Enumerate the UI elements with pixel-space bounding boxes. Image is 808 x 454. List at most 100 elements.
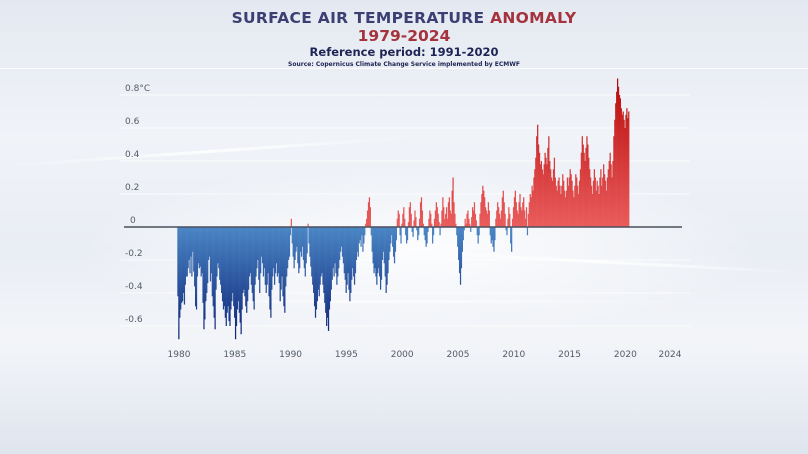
data-bar	[594, 177, 596, 227]
data-bar	[358, 227, 360, 244]
data-bar	[280, 227, 282, 290]
data-bar	[309, 227, 311, 257]
data-bar	[554, 177, 556, 227]
data-bar	[483, 190, 485, 227]
data-bar	[231, 227, 233, 302]
data-bar	[341, 227, 344, 257]
data-bar	[423, 227, 425, 236]
data-bar	[240, 227, 242, 335]
data-bar	[398, 213, 400, 227]
data-bar	[478, 227, 480, 236]
data-bar	[294, 227, 296, 260]
data-bar	[366, 218, 368, 227]
data-bar	[553, 157, 556, 227]
data-bar	[404, 218, 406, 227]
data-bar	[375, 227, 377, 277]
data-bar	[313, 227, 316, 307]
data-bar	[200, 227, 202, 277]
data-bar	[595, 190, 597, 227]
data-bar	[558, 177, 560, 227]
data-bar	[357, 227, 359, 257]
data-bar	[405, 227, 407, 236]
data-bar	[455, 223, 457, 227]
header-divider	[0, 68, 808, 69]
data-bar	[591, 194, 594, 227]
data-bar	[477, 227, 479, 244]
data-bar	[395, 227, 398, 241]
data-bar	[307, 223, 309, 227]
data-bar	[318, 227, 320, 297]
data-bar	[605, 190, 608, 227]
data-bar	[275, 227, 278, 264]
data-bar	[218, 227, 220, 269]
data-bar	[601, 185, 603, 227]
data-bar	[198, 227, 200, 269]
bar-series	[177, 78, 630, 340]
data-bar	[252, 227, 254, 302]
data-bar	[612, 161, 614, 227]
data-bar	[188, 227, 190, 260]
data-bar	[544, 152, 546, 227]
data-bar	[582, 144, 584, 227]
data-bar	[444, 218, 446, 227]
data-bar	[324, 227, 326, 303]
data-bar	[376, 227, 378, 285]
data-bar	[227, 227, 229, 307]
data-bar	[543, 164, 545, 227]
data-bar	[345, 227, 347, 293]
data-bar	[339, 227, 342, 252]
data-bar	[502, 190, 504, 227]
data-bar	[370, 227, 372, 236]
data-bar	[588, 157, 590, 227]
data-bar	[322, 227, 324, 285]
data-bar	[302, 227, 305, 260]
data-bar	[321, 227, 323, 274]
data-bar	[187, 227, 189, 269]
data-bar	[325, 227, 327, 313]
data-bar	[602, 177, 604, 227]
data-bar	[233, 227, 235, 307]
data-bar	[261, 227, 264, 264]
data-bar	[379, 227, 381, 277]
data-bar	[353, 227, 355, 277]
data-bar	[475, 220, 477, 227]
data-bar	[424, 227, 426, 241]
data-bar	[336, 227, 338, 285]
data-bar	[314, 227, 317, 318]
data-bar	[579, 169, 582, 227]
data-bar	[190, 227, 192, 257]
data-bar	[437, 213, 439, 227]
data-bar	[392, 227, 395, 257]
data-bar	[564, 190, 566, 227]
data-bar	[486, 213, 489, 227]
data-bar	[403, 207, 405, 227]
data-bar	[244, 227, 246, 297]
data-bar	[623, 119, 625, 227]
data-bar	[439, 227, 441, 236]
data-bar	[621, 114, 623, 227]
data-bar	[304, 227, 306, 277]
data-bar	[364, 227, 366, 236]
chart-title-part2: ANOMALY	[490, 9, 577, 27]
data-bar	[580, 152, 582, 227]
data-bar	[501, 197, 503, 227]
data-bar	[508, 207, 510, 227]
data-bar	[323, 227, 325, 293]
data-bar	[266, 227, 268, 285]
data-bar	[232, 227, 234, 293]
data-bar	[189, 227, 191, 274]
x-tick-label: 1995	[335, 350, 358, 360]
data-bar	[585, 147, 587, 227]
reference-period: Reference period: 1991-2020	[309, 45, 499, 59]
data-bar	[565, 190, 568, 227]
data-bar	[320, 227, 322, 277]
data-bar	[348, 227, 350, 290]
data-bar	[494, 227, 496, 241]
data-bar	[550, 169, 552, 227]
data-bar	[328, 227, 331, 310]
data-bar	[528, 202, 530, 227]
data-bar	[178, 227, 180, 340]
data-bar	[177, 227, 179, 297]
data-bar	[466, 213, 468, 227]
data-bar	[504, 213, 506, 227]
